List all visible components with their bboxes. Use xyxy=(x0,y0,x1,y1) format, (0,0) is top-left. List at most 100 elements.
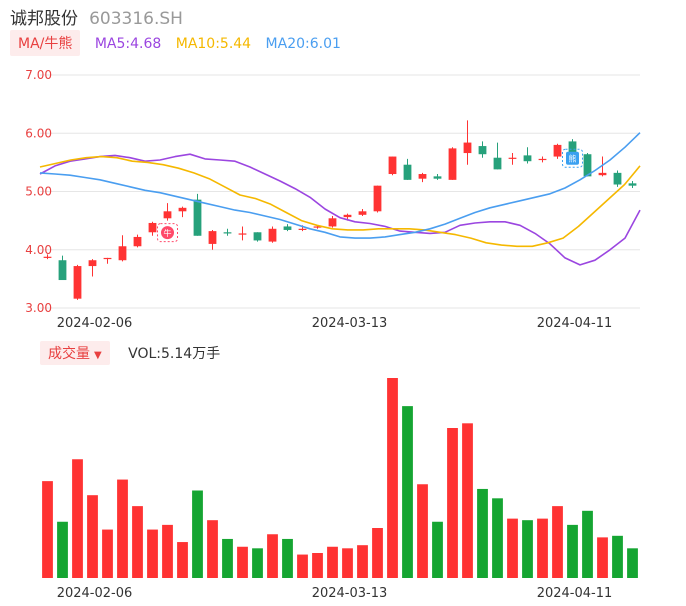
volume-bar xyxy=(57,521,68,578)
price-grid: 7.00 6.00 5.00 4.00 3.00 xyxy=(25,68,640,315)
candle-body xyxy=(478,146,487,155)
candle xyxy=(628,181,637,189)
candle-body xyxy=(433,176,442,179)
volume-bar xyxy=(252,548,263,578)
price-x-tick-label: 2024-03-13 xyxy=(312,316,388,331)
stock-code: 603316.SH xyxy=(89,9,183,29)
candle xyxy=(613,170,622,187)
candle xyxy=(58,255,67,281)
candle-body xyxy=(613,172,622,185)
candle xyxy=(493,142,502,170)
price-y-tick-label: 5.00 xyxy=(25,185,52,199)
ma10-line xyxy=(39,155,641,248)
candle-body xyxy=(628,183,637,186)
candle xyxy=(373,185,382,213)
candle xyxy=(208,229,217,250)
ma5-line xyxy=(39,153,641,266)
volume-bar xyxy=(87,495,98,578)
candle xyxy=(508,153,517,165)
candle-body xyxy=(313,226,322,228)
volume-indicator-row: 成交量 ▼ VOL:5.14万手 xyxy=(40,341,221,365)
caret-down-icon: ▼ xyxy=(94,350,102,361)
volume-bar xyxy=(297,554,308,578)
volume-x-tick-label: 2024-02-06 xyxy=(57,586,133,601)
volume-selector-label: 成交量 xyxy=(48,346,90,362)
volume-bars xyxy=(42,378,638,578)
candle xyxy=(358,208,367,216)
candle-body xyxy=(388,156,397,175)
volume-bar xyxy=(312,553,323,578)
candle xyxy=(448,147,457,180)
candle xyxy=(388,156,397,176)
volume-x-tick-label: 2024-03-13 xyxy=(312,586,388,601)
candle-body xyxy=(568,141,577,155)
candle-body xyxy=(373,185,382,212)
ma20-line xyxy=(39,132,641,239)
candle xyxy=(133,234,142,248)
volume-bar xyxy=(402,406,413,578)
volume-x-axis-labels: 2024-02-06 2024-03-13 2024-04-11 xyxy=(57,586,613,601)
candle-body xyxy=(448,148,457,180)
candle-body xyxy=(238,233,247,235)
candle xyxy=(568,139,577,155)
volume-bar xyxy=(387,378,398,578)
bear-signal-marker-badge xyxy=(566,151,579,165)
volume-bar xyxy=(477,488,488,578)
volume-bar xyxy=(567,524,578,578)
candle-body xyxy=(148,222,157,233)
stock-header: 诚邦股份 603316.SH xyxy=(10,4,183,29)
volume-x-tick-label: 2024-04-11 xyxy=(537,586,613,601)
candle-body xyxy=(133,236,142,247)
price-y-tick-label: 4.00 xyxy=(25,243,52,257)
volume-bar xyxy=(222,538,233,578)
candle xyxy=(283,224,292,232)
bull-signal-marker-badge xyxy=(161,226,174,240)
candle-body xyxy=(283,226,292,230)
candle-body xyxy=(508,157,517,159)
candle xyxy=(268,226,277,243)
volume-readout: VOL:5.14万手 xyxy=(128,346,221,362)
volume-bar xyxy=(507,518,518,578)
candle-body xyxy=(403,164,412,180)
candle xyxy=(598,156,607,177)
bear-signal-marker[interactable]: 熊 xyxy=(562,148,583,168)
candle-body xyxy=(553,144,562,157)
price-y-tick-label: 7.00 xyxy=(25,68,52,82)
candle xyxy=(583,153,592,177)
candle xyxy=(223,228,232,236)
candle-body xyxy=(73,266,82,299)
price-y-tick-label: 6.00 xyxy=(25,126,52,140)
candle xyxy=(523,147,532,164)
volume-bar xyxy=(417,484,428,578)
volume-indicator-selector[interactable]: 成交量 ▼ xyxy=(40,341,110,365)
candle-body xyxy=(358,211,367,215)
volume-bar xyxy=(42,481,53,578)
volume-bar xyxy=(492,498,503,578)
ma-indicator-selector[interactable]: MA/牛熊 xyxy=(10,30,81,56)
volume-bar xyxy=(327,546,338,578)
candle-body xyxy=(538,158,547,161)
volume-bar xyxy=(582,510,593,578)
candle xyxy=(163,203,172,221)
bull-signal-marker[interactable]: 牛 xyxy=(157,223,178,243)
candle xyxy=(433,174,442,180)
candle xyxy=(553,143,562,159)
candle-body xyxy=(328,218,337,227)
volume-bar xyxy=(432,521,443,578)
volume-bar xyxy=(357,545,368,578)
volume-bar xyxy=(177,542,188,578)
volume-bar xyxy=(282,538,293,578)
volume-bar xyxy=(72,459,83,578)
bear-signal-marker-label: 熊 xyxy=(569,154,577,164)
volume-bar xyxy=(207,520,218,578)
volume-bar xyxy=(522,520,533,578)
candle-body xyxy=(298,228,307,230)
candle-body xyxy=(343,214,352,218)
ma20-legend: MA20:6.01 xyxy=(265,36,341,52)
candle xyxy=(88,259,97,277)
ma10-legend: MA10:5.44 xyxy=(175,36,252,52)
candle-body xyxy=(208,231,217,244)
bull-signal-marker-label: 牛 xyxy=(164,228,172,238)
candle xyxy=(253,232,262,242)
